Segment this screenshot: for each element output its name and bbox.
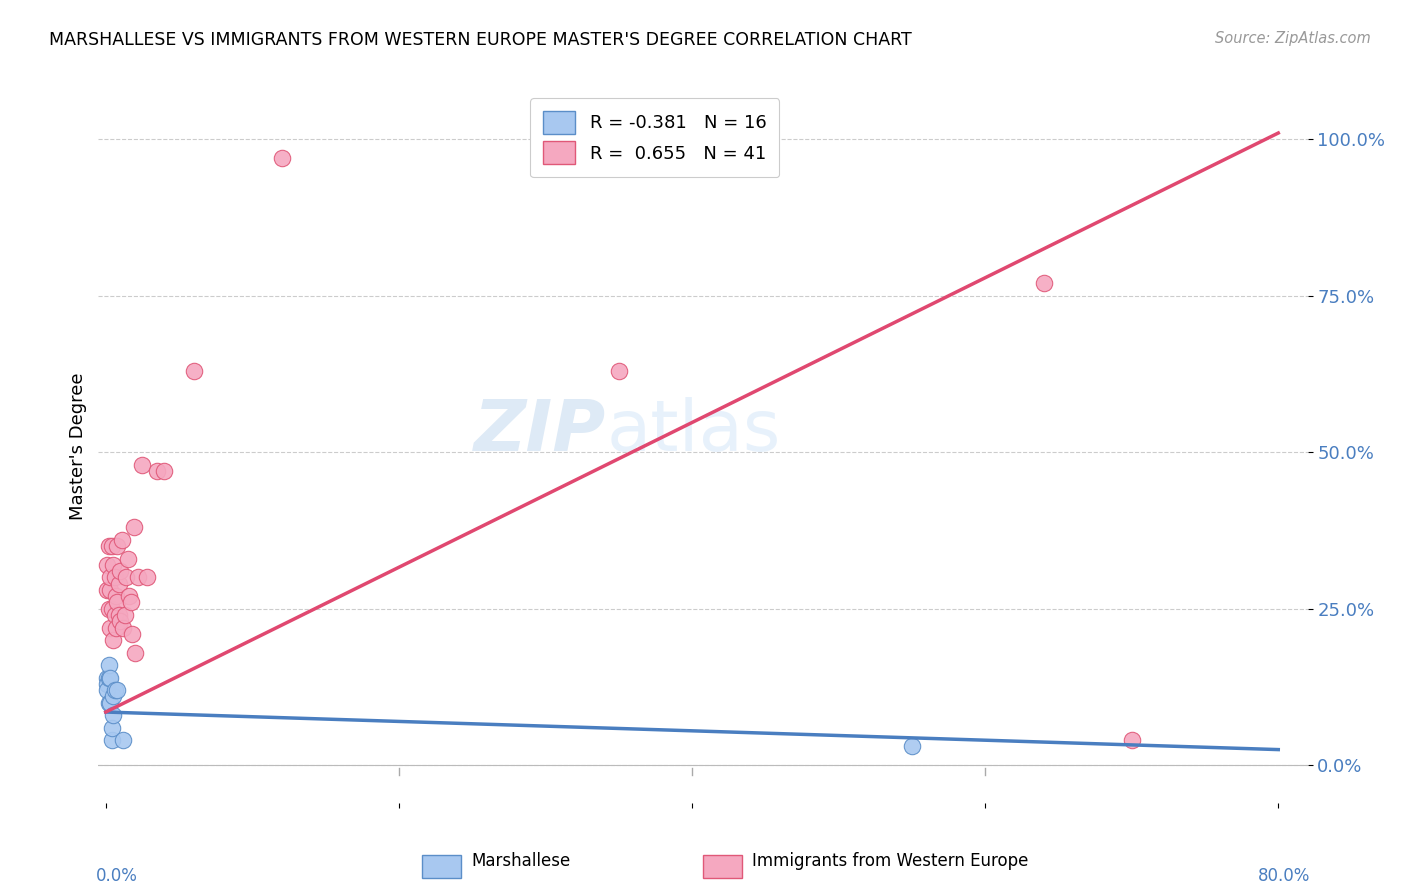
Point — [103, 607, 125, 622]
Point — [98, 696, 121, 710]
Point — [96, 683, 118, 698]
Point — [108, 576, 131, 591]
Text: Immigrants from Western Europe: Immigrants from Western Europe — [752, 852, 1029, 870]
Point — [97, 658, 120, 673]
Point — [103, 683, 125, 698]
Point — [103, 570, 125, 584]
Point — [112, 621, 135, 635]
Point — [901, 739, 924, 754]
Point — [98, 582, 121, 597]
Text: MARSHALLESE VS IMMIGRANTS FROM WESTERN EUROPE MASTER'S DEGREE CORRELATION CHART: MARSHALLESE VS IMMIGRANTS FROM WESTERN E… — [49, 31, 912, 49]
Point — [122, 520, 145, 534]
Text: atlas: atlas — [606, 397, 780, 467]
Point — [97, 601, 120, 615]
Point — [117, 551, 139, 566]
Point — [607, 364, 630, 378]
Point — [101, 708, 124, 723]
Point — [111, 533, 134, 547]
Point — [107, 539, 129, 553]
Text: Marshallese: Marshallese — [471, 852, 571, 870]
Point — [110, 564, 132, 578]
Point — [183, 364, 205, 378]
Point — [97, 671, 120, 685]
Point — [101, 558, 124, 572]
Point — [120, 595, 142, 609]
Point — [100, 721, 122, 735]
Point — [115, 570, 138, 584]
Point — [98, 671, 121, 685]
Point — [127, 570, 149, 584]
Point — [124, 646, 146, 660]
Point — [100, 733, 122, 747]
Y-axis label: Master's Degree: Master's Degree — [69, 372, 87, 520]
Point — [101, 690, 124, 704]
Point — [105, 621, 128, 635]
Point — [96, 582, 118, 597]
Point — [112, 733, 135, 747]
Point — [107, 683, 129, 698]
Point — [96, 671, 118, 685]
Point — [108, 607, 131, 622]
Point — [146, 464, 169, 478]
Text: 80.0%: 80.0% — [1257, 867, 1310, 885]
Point — [105, 589, 128, 603]
Point — [98, 570, 121, 584]
Point — [107, 595, 129, 609]
Point — [96, 677, 118, 691]
Point — [135, 570, 157, 584]
Point — [153, 464, 176, 478]
Point — [110, 614, 132, 628]
Text: Source: ZipAtlas.com: Source: ZipAtlas.com — [1215, 31, 1371, 46]
Point — [97, 539, 120, 553]
Point — [101, 633, 124, 648]
Point — [114, 607, 136, 622]
Point — [1032, 277, 1054, 291]
Point — [97, 696, 120, 710]
Point — [270, 151, 292, 165]
Text: 0.0%: 0.0% — [96, 867, 138, 885]
Text: ZIP: ZIP — [474, 397, 606, 467]
Legend: R = -0.381   N = 16, R =  0.655   N = 41: R = -0.381 N = 16, R = 0.655 N = 41 — [530, 98, 779, 178]
Point — [100, 601, 122, 615]
Point — [121, 627, 143, 641]
Point — [118, 589, 141, 603]
Point — [131, 458, 153, 472]
Point — [1121, 733, 1143, 747]
Point — [96, 558, 118, 572]
Point — [100, 539, 122, 553]
Point — [98, 621, 121, 635]
